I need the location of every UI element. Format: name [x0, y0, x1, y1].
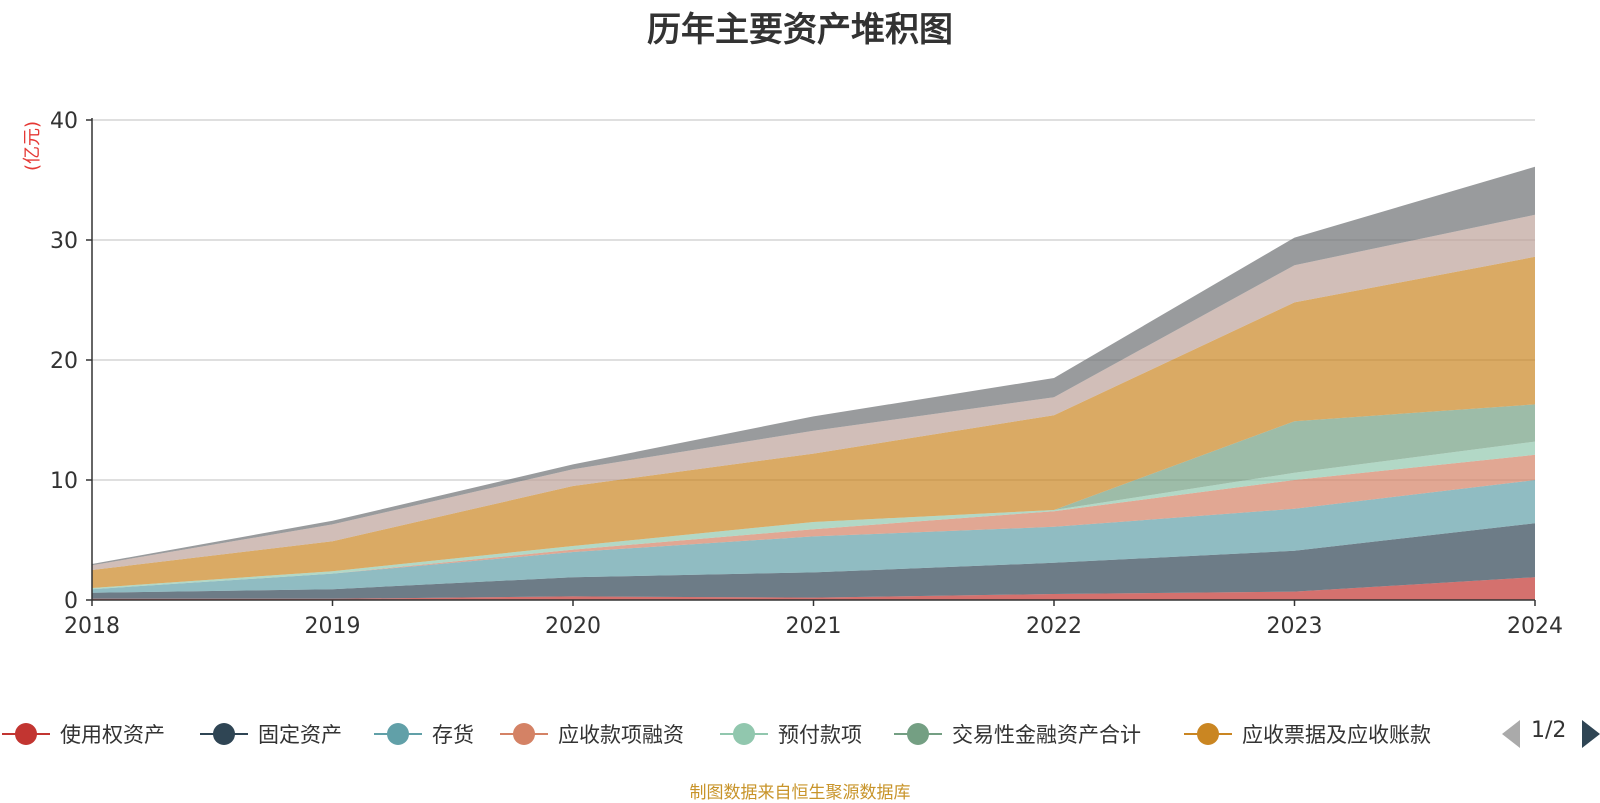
- legend-item-prepayments[interactable]: 预付款项: [720, 716, 862, 752]
- legend-item-notes-and-accounts-receivable[interactable]: 应收票据及应收账款: [1184, 716, 1431, 752]
- legend-item-inventory[interactable]: 存货: [374, 716, 474, 752]
- x-tick-label: 2024: [1507, 614, 1563, 639]
- x-tick-label: 2018: [64, 614, 120, 639]
- legend-item-trading-financial-assets[interactable]: 交易性金融资产合计: [894, 716, 1141, 752]
- legend-label: 预付款项: [778, 723, 862, 747]
- legend-prev-page-icon[interactable]: [1502, 720, 1520, 748]
- legend-item-fixed-assets[interactable]: 固定资产: [200, 716, 342, 752]
- legend-next-page-icon[interactable]: [1582, 720, 1600, 748]
- area-series-8: [92, 214, 1535, 571]
- legend-item-right-of-use-assets[interactable]: 使用权资产: [2, 716, 165, 752]
- x-tick-label: 2022: [1026, 614, 1082, 639]
- legend-marker-icon: [720, 716, 768, 752]
- data-source-note: 制图数据来自恒生聚源数据库: [689, 783, 911, 803]
- y-tick-label: 20: [50, 349, 78, 374]
- area-series-2: [92, 523, 1535, 599]
- legend-label: 存货: [432, 723, 474, 747]
- y-tick-label: 10: [50, 469, 78, 494]
- chart-title: 历年主要资产堆积图: [647, 10, 953, 50]
- legend-label: 使用权资产: [60, 723, 165, 747]
- legend-marker-icon: [1184, 716, 1232, 752]
- legend-label: 应收款项融资: [558, 723, 684, 747]
- legend-marker-icon: [894, 716, 942, 752]
- area-series-1: [92, 577, 1535, 600]
- legend-label: 固定资产: [258, 723, 342, 747]
- legend-label: 交易性金融资产合计: [952, 723, 1141, 747]
- y-axis-unit-label: (亿元): [22, 121, 43, 171]
- y-tick-label: 0: [64, 589, 78, 614]
- legend: 使用权资产 固定资产 存货 应收款项融资 预付款项 交易性金融资产合计 应收票据…: [0, 716, 1600, 752]
- legend-marker-icon: [2, 716, 50, 752]
- legend-marker-icon: [500, 716, 548, 752]
- y-tick-label: 30: [50, 229, 78, 254]
- legend-item-receivables-financing[interactable]: 应收款项融资: [500, 716, 684, 752]
- y-tick-label: 40: [50, 109, 78, 134]
- x-tick-label: 2019: [305, 614, 361, 639]
- x-tick-label: 2021: [786, 614, 842, 639]
- area-series-7: [92, 256, 1535, 588]
- x-tick-label: 2023: [1267, 614, 1323, 639]
- x-tick-label: 2020: [545, 614, 601, 639]
- legend-marker-icon: [374, 716, 422, 752]
- legend-marker-icon: [200, 716, 248, 752]
- legend-page-indicator: 1/2: [1531, 718, 1567, 743]
- area-series-6: [92, 404, 1535, 588]
- legend-label: 应收票据及应收账款: [1242, 723, 1431, 747]
